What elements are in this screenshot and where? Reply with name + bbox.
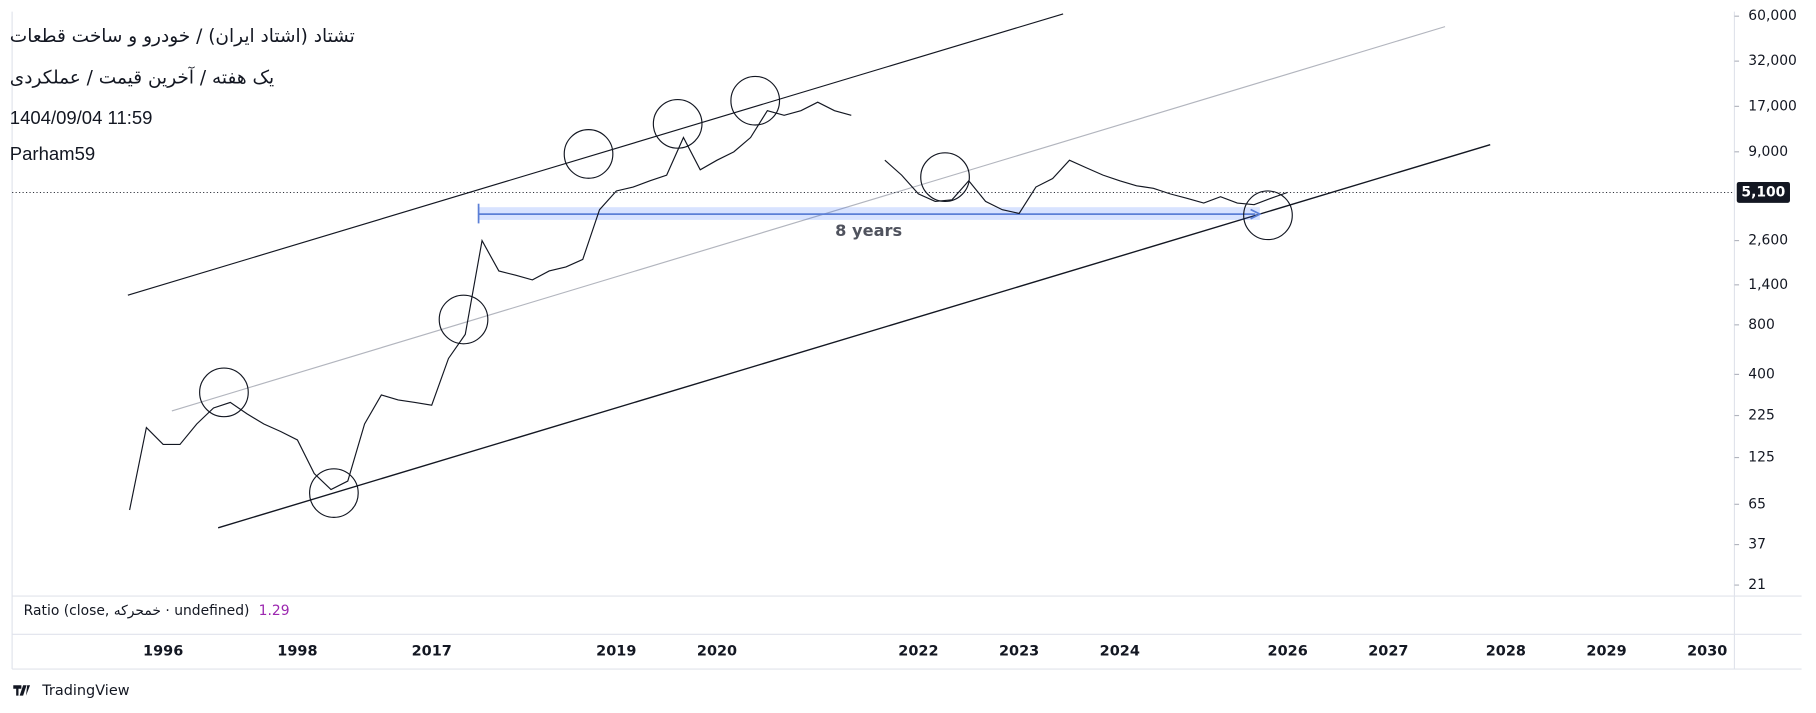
channel-line <box>127 13 1064 296</box>
x-tick-label: 1996 <box>143 644 183 660</box>
timestamp: 1404/09/04 11:59 <box>10 107 153 128</box>
y-tick-label: 800 <box>1748 317 1774 333</box>
y-tick-label: 60,000 <box>1748 8 1797 24</box>
x-tick-label: 2019 <box>596 644 636 660</box>
date-range-arrow <box>1250 208 1262 220</box>
circles <box>199 75 1293 518</box>
y-tick-label: 400 <box>1748 366 1774 382</box>
brand: TradingView <box>41 683 130 699</box>
indicator-label: Ratio (close, خمحرکه · undefined) <box>24 603 250 619</box>
y-tick-label: 65 <box>1748 496 1766 512</box>
chart-title: تشتاد (اشتاد ایران) / خودرو و ساخت قطعات <box>10 26 355 47</box>
y-tick-label: 21 <box>1748 577 1766 593</box>
brand-logo <box>13 685 31 696</box>
circle <box>920 152 970 202</box>
circle <box>438 294 489 345</box>
y-tick-label: 37 <box>1748 537 1766 553</box>
annotation: 8 years <box>835 221 902 240</box>
x-tick-label: 2030 <box>1687 644 1727 660</box>
x-tick-label: 1998 <box>277 644 317 660</box>
y-tick-label: 9,000 <box>1748 144 1788 160</box>
circle <box>563 129 614 179</box>
circle <box>730 75 781 126</box>
x-tick-label: 2017 <box>412 644 452 660</box>
chart-subtitle: یک هفته / آخرین قیمت / عملکردی <box>10 66 274 89</box>
circle <box>199 367 249 418</box>
x-tick-label: 2028 <box>1486 644 1526 660</box>
channel-line <box>171 26 1446 412</box>
x-tick-label: 2027 <box>1368 644 1408 660</box>
y-tick-label: 17,000 <box>1748 98 1797 114</box>
circle <box>652 98 703 149</box>
x-tick-label: 2023 <box>999 644 1039 660</box>
x-tick-label: 2026 <box>1268 644 1308 660</box>
y-tick-label: 1,400 <box>1748 277 1788 293</box>
circle <box>1243 190 1293 241</box>
last-price-badge <box>1736 182 1790 203</box>
author: Parham59 <box>10 143 95 164</box>
x-tick-label: 2024 <box>1100 644 1140 660</box>
indicator-value: 1.29 <box>259 603 290 619</box>
x-tick-label: 2022 <box>898 644 938 660</box>
y-tick-label: 125 <box>1748 450 1774 466</box>
x-tick-label: 2020 <box>697 644 737 660</box>
y-tick-label: 32,000 <box>1748 53 1797 69</box>
circle <box>309 468 359 518</box>
x-tick-label: 2029 <box>1586 644 1626 660</box>
last-price-label: 5,100 <box>1741 184 1785 200</box>
y-tick-label: 2,600 <box>1748 233 1788 249</box>
y-tick-label: 225 <box>1748 408 1774 424</box>
channel-line <box>217 144 1491 529</box>
price-line <box>129 101 1288 511</box>
